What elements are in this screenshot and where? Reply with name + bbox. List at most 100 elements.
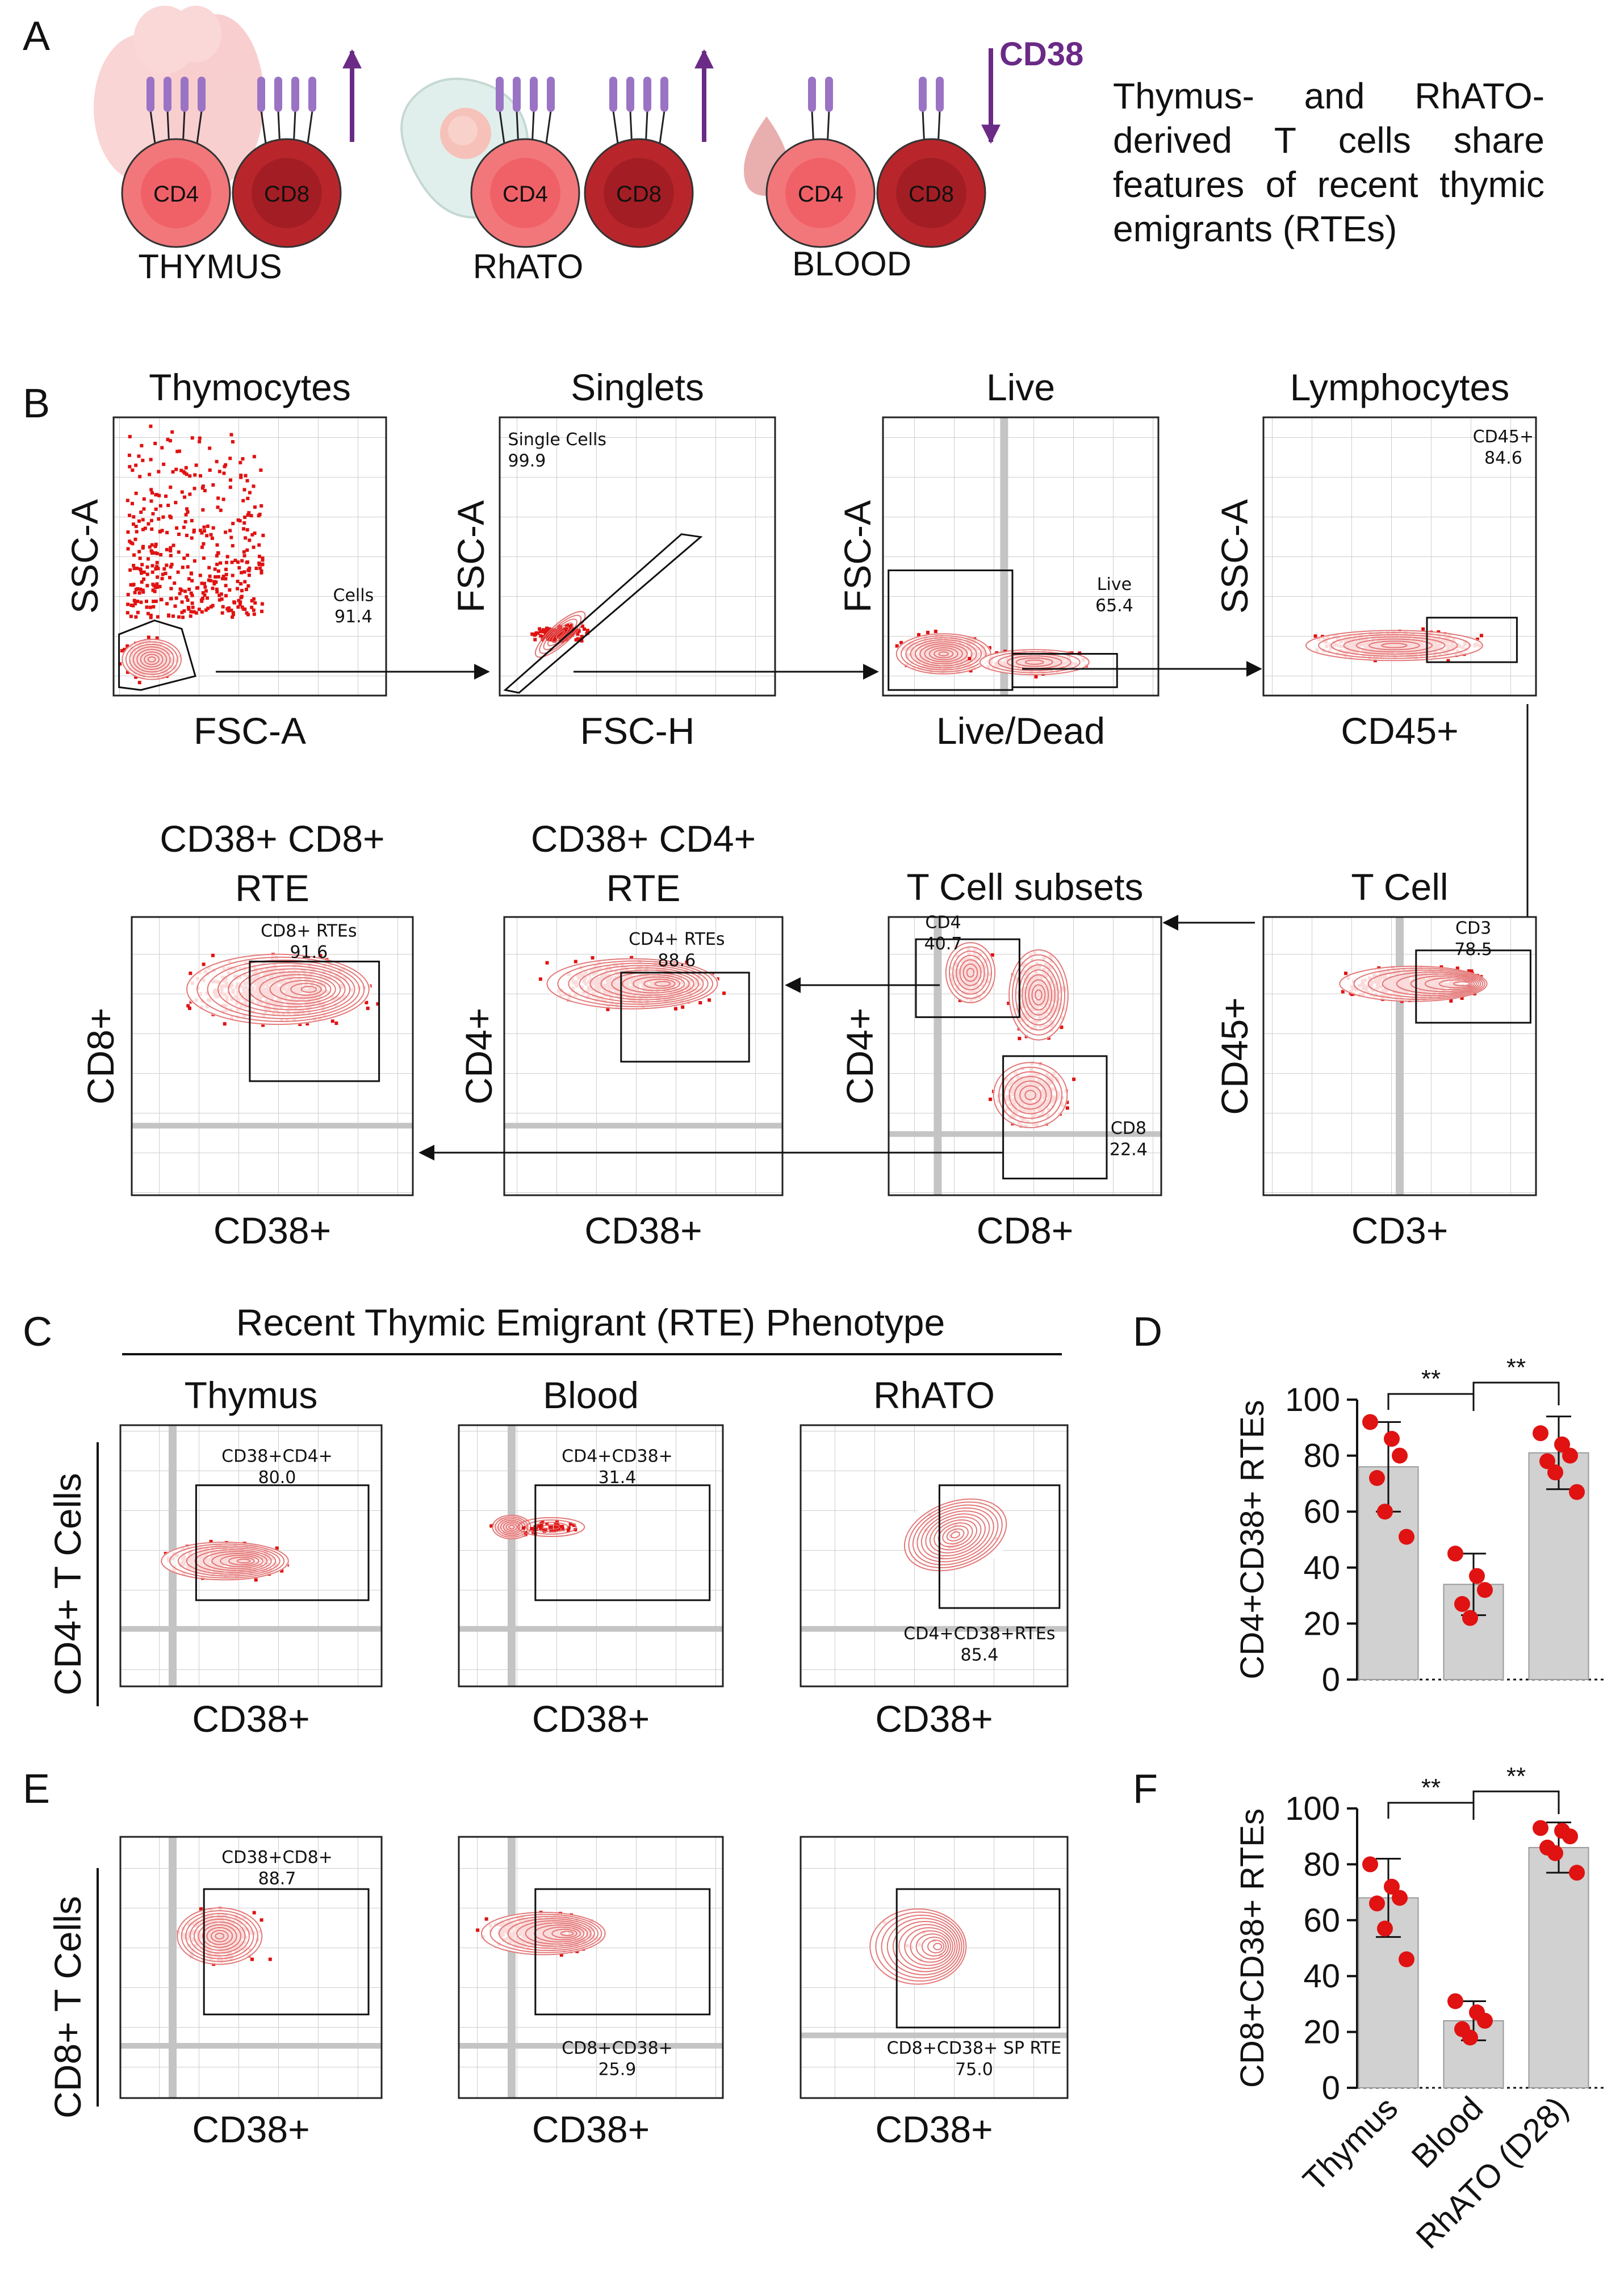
- cd8-cell-icon: CD8: [876, 77, 986, 248]
- significance-label: **: [1506, 1762, 1526, 1790]
- gate-value: 40.7: [924, 934, 962, 954]
- gate-name: Live: [1097, 575, 1132, 594]
- y-tick-label: 0: [1322, 1661, 1340, 1698]
- event-dots: [125, 424, 265, 619]
- gate-value: 88.7: [258, 1869, 296, 1889]
- gate-value: 85.4: [961, 1645, 999, 1665]
- x-tick-label: RhATO (D28): [1409, 2090, 1575, 2256]
- data-point: [1384, 1431, 1400, 1447]
- x-axis-label: CD38+: [192, 1698, 309, 1740]
- flow-plot: CD8+ RTEs 91.6 CD38+ CD8+ RTE CD38+ CD8+: [79, 818, 414, 1251]
- gate-name: CD8+CD38+: [562, 2038, 673, 2058]
- cd4-cell-icon: CD4: [765, 77, 876, 248]
- panel-letter-e: E: [23, 1766, 50, 1812]
- plot-title: Live: [986, 366, 1055, 408]
- cell-label: CD8: [909, 182, 954, 207]
- gate: [249, 960, 380, 1082]
- gate-name: CD8+ RTEs: [261, 921, 357, 941]
- rte-header: Recent Thymic Emigrant (RTE) Phenotype: [236, 1301, 945, 1343]
- gate-name: CD38+CD8+: [221, 1848, 333, 1868]
- data-point: [1377, 1504, 1393, 1520]
- significance-bracket: [1387, 1393, 1475, 1411]
- gate-value: 65.4: [1095, 596, 1133, 615]
- gate: [1426, 617, 1518, 663]
- y-tick-label: 60: [1303, 1493, 1340, 1530]
- gate-value: 75.0: [955, 2059, 993, 2079]
- flow-plot: Live 65.4 Live Live/Dead FSC-A: [836, 366, 1160, 752]
- y-axis-label: CD4+: [839, 1008, 881, 1105]
- plot-title: CD38+ CD8+: [160, 818, 384, 860]
- gate-name: CD8: [1111, 1119, 1146, 1138]
- gate: [534, 1888, 711, 2016]
- x-axis-label: CD38+: [532, 1698, 650, 1740]
- significance-bracket: [1472, 1790, 1560, 1814]
- data-point: [1554, 1436, 1570, 1452]
- x-axis-label: CD3+: [1351, 1209, 1449, 1251]
- panel-letter-f: F: [1133, 1766, 1158, 1812]
- gate-name: CD4+CD38+: [562, 1446, 673, 1466]
- y-tick-label: 20: [1303, 1605, 1340, 1642]
- gate-name: CD4+CD38+RTEs: [903, 1624, 1055, 1644]
- cd4-cell-icon: CD4: [121, 77, 231, 248]
- plot-title: Thymus: [185, 1374, 318, 1416]
- data-point: [1447, 1546, 1463, 1562]
- data-point: [1469, 1568, 1485, 1584]
- gate: [1002, 1055, 1108, 1180]
- y-axis-label: CD45+: [1213, 997, 1255, 1115]
- y-axis-label: FSC-A: [836, 500, 878, 613]
- group-label-thymus: THYMUS: [138, 248, 282, 286]
- gate-name: CD38+CD4+: [221, 1446, 333, 1466]
- gate-value: 25.9: [598, 2059, 637, 2079]
- y-tick-label: 80: [1303, 1438, 1340, 1475]
- gate: [888, 570, 1014, 691]
- cd38-label: CD38: [999, 36, 1083, 73]
- bar: [1528, 1846, 1589, 2088]
- data-point: [1384, 1878, 1400, 1895]
- gate-name: Single Cells: [508, 430, 606, 450]
- gate-name: CD8+CD38+ SP RTE: [887, 2038, 1062, 2058]
- gate-name: CD3: [1455, 918, 1491, 938]
- cd8-cell-icon: CD8: [584, 77, 694, 248]
- flow-plot: CD38+CD8+88.7 CD38+: [119, 1836, 383, 2150]
- x-axis-label: CD38+: [192, 2108, 309, 2150]
- gate: [195, 1484, 370, 1601]
- y-tick-label: 100: [1285, 1381, 1340, 1418]
- data-point: [1369, 1895, 1385, 1912]
- gate-value: 99.9: [508, 451, 546, 471]
- x-axis-label: CD38+: [584, 1209, 702, 1251]
- x-axis-label: Live/Dead: [936, 710, 1105, 752]
- data-point: [1533, 1425, 1548, 1442]
- y-tick-label: 100: [1285, 1790, 1340, 1827]
- data-point: [1462, 1610, 1478, 1626]
- gate-name: CD45+: [1473, 427, 1534, 447]
- gate-value: 91.6: [290, 943, 328, 962]
- significance-label: **: [1421, 1365, 1441, 1393]
- bar-chart-d: 0 20 40 60 80 100 CD4+CD38+ RTEs ** **: [1234, 1354, 1607, 1698]
- data-point: [1477, 1582, 1493, 1598]
- gate-value: 88.6: [658, 951, 696, 971]
- gate-name: Cells: [333, 585, 374, 605]
- bar-charts: 0 20 40 60 80 100 CD4+CD38+ RTEs ** ** 0 20 40 60 80 1…: [1234, 1354, 1607, 2256]
- flow-plot: CD38+CD4+80.0 Thymus CD38+: [119, 1374, 383, 1740]
- y-axis-label: CD4+: [458, 1008, 500, 1105]
- gate: [203, 1888, 370, 2016]
- x-tick-label: Thymus: [1296, 2090, 1405, 2199]
- group-label-blood: BLOOD: [792, 245, 911, 283]
- gate: [938, 1484, 1061, 1609]
- panel-c-e: Recent Thymic Emigrant (RTE) Phenotype C…: [47, 1301, 1069, 2150]
- y-axis-label: CD4+CD38+ RTEs: [1234, 1400, 1271, 1679]
- data-point: [1569, 1484, 1585, 1500]
- x-axis-label: CD38+: [532, 2108, 650, 2150]
- significance-bracket: [1387, 1802, 1475, 1820]
- gate: [1011, 653, 1118, 688]
- cell-label: CD4: [153, 182, 199, 207]
- x-axis-label: CD8+: [977, 1209, 1074, 1251]
- plot-title: T Cell subsets: [907, 866, 1144, 908]
- y-axis-label: SSC-A: [1213, 499, 1255, 614]
- data-point: [1447, 1993, 1463, 2009]
- cd8-cell-icon: CD8: [232, 77, 342, 248]
- data-point: [1399, 1529, 1414, 1545]
